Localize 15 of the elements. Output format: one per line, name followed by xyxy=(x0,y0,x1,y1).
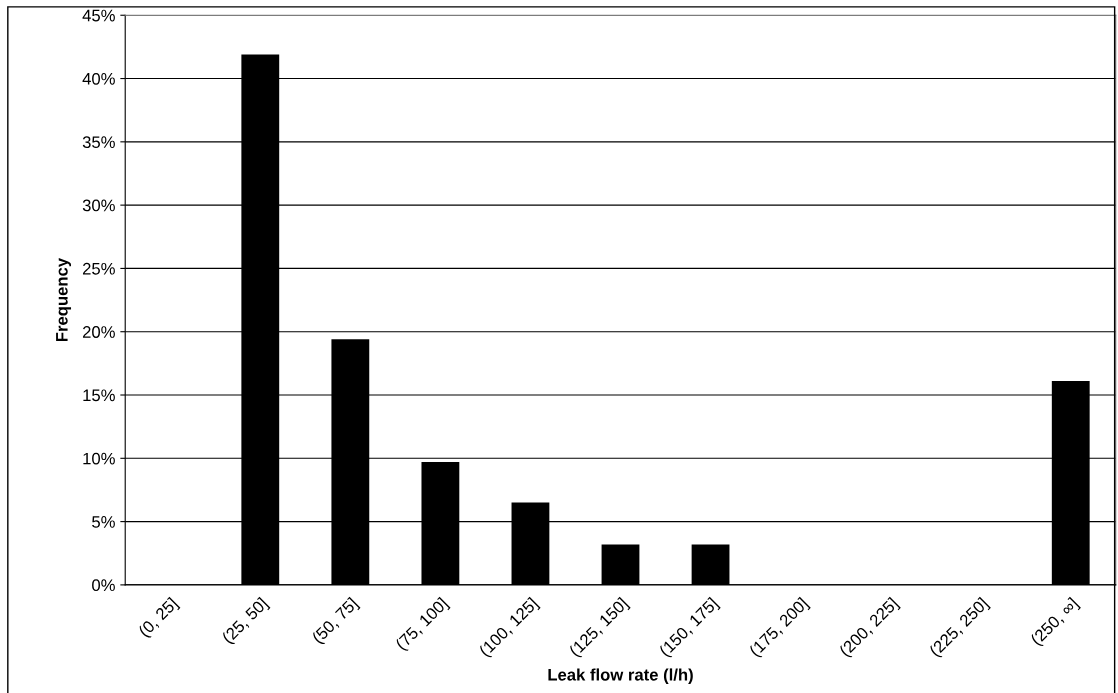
x-axis-title: Leak flow rate (l/h) xyxy=(548,668,693,684)
y-tick-label: 45% xyxy=(82,9,115,22)
y-axis-title: Frequency xyxy=(56,258,72,342)
x-tick-label: (50, 75] xyxy=(311,596,361,647)
y-tick-label: 30% xyxy=(82,199,115,212)
y-tick-label: 35% xyxy=(82,136,115,149)
y-tick-label: 20% xyxy=(82,326,115,338)
x-tick-label: (25, 50] xyxy=(221,596,271,647)
y-tick-label: 10% xyxy=(83,452,115,465)
y-tick-label: 25% xyxy=(82,262,115,275)
y-tick-label: 5% xyxy=(92,516,115,528)
y-tick-label: 0% xyxy=(92,579,115,592)
x-tick-label: (0, 25] xyxy=(137,596,181,640)
y-tick-label: 15% xyxy=(83,389,115,402)
y-tick-label: 40% xyxy=(82,72,115,85)
